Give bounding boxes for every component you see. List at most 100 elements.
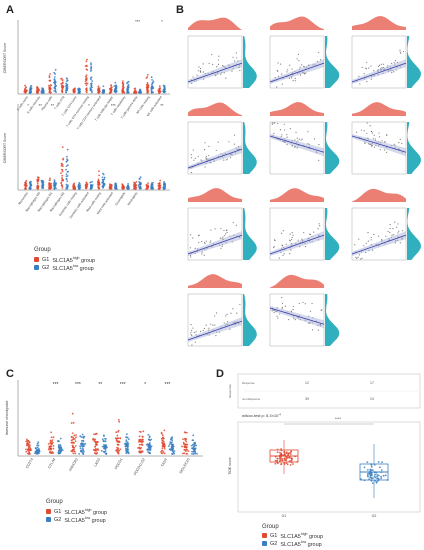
scatter-point bbox=[294, 77, 296, 79]
strip-point bbox=[147, 182, 149, 185]
strip-point bbox=[163, 429, 166, 432]
scatter-point bbox=[358, 75, 360, 78]
box-point bbox=[369, 474, 372, 477]
scatter-point bbox=[203, 149, 206, 151]
panel-c-dots bbox=[25, 412, 198, 455]
strip-point bbox=[146, 448, 149, 451]
panel-b-figure bbox=[176, 12, 424, 358]
strip-point bbox=[47, 448, 50, 451]
strip-point bbox=[135, 90, 137, 93]
scatter-point bbox=[293, 146, 296, 148]
strip-point bbox=[160, 437, 163, 440]
scatter-point bbox=[398, 141, 400, 144]
scatter-point bbox=[286, 71, 288, 73]
strip-point bbox=[29, 184, 32, 187]
scatter-point bbox=[192, 327, 194, 329]
scatter-point bbox=[355, 256, 357, 258]
strip-point bbox=[86, 183, 88, 186]
confidence-band bbox=[188, 317, 242, 342]
box-point bbox=[368, 478, 371, 481]
scatter-point bbox=[386, 134, 388, 136]
legend-gene: SLC1A5 bbox=[280, 533, 301, 540]
strip-point bbox=[115, 431, 118, 434]
strip-point bbox=[74, 440, 77, 443]
strip-point bbox=[75, 434, 77, 437]
scatter-point bbox=[363, 245, 365, 247]
significance-label: *** bbox=[75, 382, 81, 388]
strip-point bbox=[79, 184, 82, 187]
scatter-point bbox=[318, 223, 320, 225]
strip-point bbox=[35, 450, 38, 453]
strip-point bbox=[116, 434, 119, 437]
strip-point bbox=[89, 67, 92, 70]
scatter-point bbox=[321, 309, 323, 311]
box-point bbox=[276, 451, 279, 454]
strip-point bbox=[84, 80, 87, 83]
strip-point bbox=[191, 452, 193, 455]
strip-point bbox=[97, 449, 100, 452]
box-point bbox=[280, 463, 283, 465]
strip-point bbox=[109, 183, 112, 186]
scatter-point bbox=[370, 78, 372, 80]
strip-point bbox=[91, 80, 94, 83]
scatter-cell bbox=[269, 16, 340, 89]
strip-point bbox=[61, 174, 64, 177]
strip-point bbox=[122, 83, 125, 86]
scatter-point bbox=[373, 146, 376, 148]
panel-d-group-g1: G1 bbox=[282, 514, 287, 518]
strip-point bbox=[80, 439, 83, 442]
strip-point bbox=[84, 442, 87, 445]
panel-a-top-significance: *** * bbox=[135, 19, 163, 24]
strip-point bbox=[126, 81, 129, 84]
panel-d-row2-g1: 39 bbox=[305, 397, 309, 401]
scatter-cell bbox=[187, 17, 257, 89]
strip-point bbox=[64, 85, 67, 87]
scatter-point bbox=[191, 335, 193, 337]
scatter-point bbox=[190, 154, 192, 156]
scatter-point bbox=[199, 70, 202, 72]
significance-label: *** bbox=[111, 103, 116, 108]
scatter-point bbox=[190, 324, 192, 326]
strip-point bbox=[146, 187, 149, 190]
strip-point bbox=[103, 451, 106, 453]
strip-point bbox=[78, 452, 81, 455]
strip-point bbox=[146, 82, 149, 84]
strip-point bbox=[61, 158, 64, 161]
scatter-point bbox=[217, 59, 220, 61]
scatter-point bbox=[373, 233, 375, 236]
scatter-point bbox=[201, 240, 203, 243]
strip-point bbox=[140, 187, 142, 190]
regression-line bbox=[351, 135, 407, 153]
scatter-point bbox=[198, 66, 200, 68]
box-point bbox=[281, 459, 284, 462]
strip-point bbox=[192, 445, 195, 448]
strip-point bbox=[141, 450, 143, 453]
strip-point bbox=[191, 447, 193, 450]
scatter-point bbox=[271, 122, 273, 124]
strip-point bbox=[101, 176, 104, 179]
panel-d-plot bbox=[269, 423, 389, 498]
box-point bbox=[366, 461, 369, 464]
strip-point bbox=[116, 446, 118, 449]
scatter-point bbox=[215, 334, 217, 337]
scatter-point bbox=[205, 157, 207, 159]
strip-point bbox=[142, 430, 145, 433]
scatter-point bbox=[202, 63, 204, 65]
scatter-point bbox=[284, 129, 286, 131]
strip-point bbox=[81, 445, 84, 447]
strip-point bbox=[102, 85, 105, 88]
strip-point bbox=[51, 439, 54, 441]
panel-a-top-dots bbox=[23, 58, 167, 94]
strip-point bbox=[102, 89, 105, 91]
marginal-density-side bbox=[243, 36, 257, 88]
strip-point bbox=[148, 438, 151, 441]
scatter-point bbox=[317, 329, 320, 331]
strip-point bbox=[194, 450, 196, 453]
scatter-point bbox=[189, 247, 191, 249]
scatter-point bbox=[220, 247, 222, 249]
strip-point bbox=[36, 444, 38, 447]
scatter-point bbox=[292, 80, 294, 82]
strip-point bbox=[60, 77, 63, 80]
strip-point bbox=[184, 438, 187, 441]
marginal-density-top bbox=[270, 274, 324, 288]
